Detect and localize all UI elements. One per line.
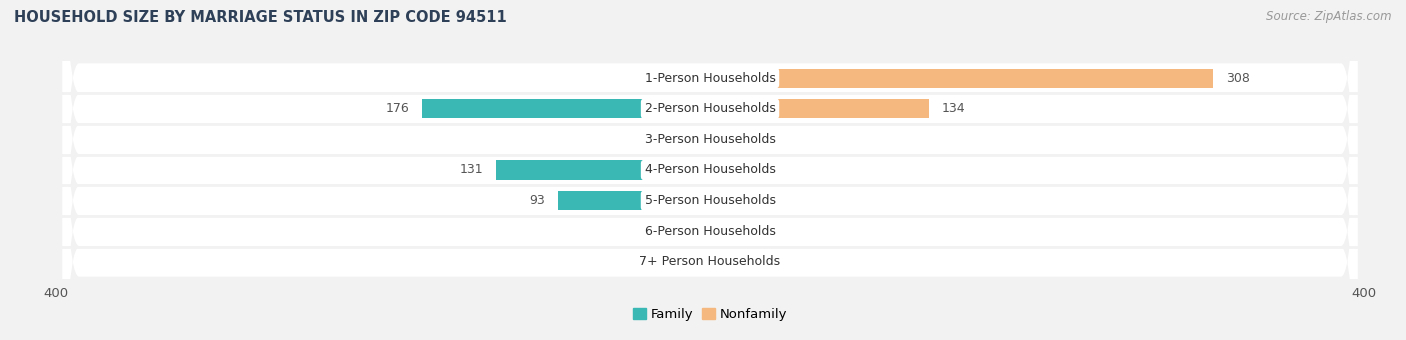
Bar (690, 69, 710, 88)
Text: 0: 0 (742, 225, 751, 238)
Bar (710, 130, 730, 149)
FancyBboxPatch shape (63, 0, 1357, 340)
Text: 5-Person Households: 5-Person Households (644, 194, 776, 207)
Text: 176: 176 (385, 102, 409, 115)
Text: 0: 0 (669, 255, 678, 269)
Text: 7+ Person Households: 7+ Person Households (640, 255, 780, 269)
Text: 0: 0 (742, 255, 751, 269)
Bar (710, 222, 730, 241)
FancyBboxPatch shape (63, 0, 1357, 340)
Text: 93: 93 (529, 194, 546, 207)
Text: 2-Person Households: 2-Person Households (644, 102, 776, 115)
Bar (710, 99, 929, 118)
Text: HOUSEHOLD SIZE BY MARRIAGE STATUS IN ZIP CODE 94511: HOUSEHOLD SIZE BY MARRIAGE STATUS IN ZIP… (14, 10, 506, 25)
Text: 308: 308 (1226, 71, 1250, 85)
Bar (422, 99, 710, 118)
FancyBboxPatch shape (63, 0, 1357, 340)
Bar (690, 222, 710, 241)
Bar (710, 69, 1213, 88)
Bar (496, 160, 710, 180)
Text: 3-Person Households: 3-Person Households (644, 133, 776, 146)
FancyBboxPatch shape (63, 0, 1357, 340)
Text: 0: 0 (742, 194, 751, 207)
Text: 134: 134 (942, 102, 966, 115)
Text: 0: 0 (742, 133, 751, 146)
Bar (710, 160, 730, 180)
Bar (690, 252, 710, 271)
Text: 0: 0 (669, 71, 678, 85)
Bar (710, 191, 730, 210)
FancyBboxPatch shape (63, 0, 1357, 340)
Text: 0: 0 (669, 225, 678, 238)
Bar (690, 130, 710, 149)
Text: 0: 0 (669, 133, 678, 146)
Text: Source: ZipAtlas.com: Source: ZipAtlas.com (1267, 10, 1392, 23)
Text: 0: 0 (742, 164, 751, 176)
Text: 4-Person Households: 4-Person Households (644, 164, 776, 176)
FancyBboxPatch shape (63, 0, 1357, 340)
Bar (558, 191, 710, 210)
FancyBboxPatch shape (63, 0, 1357, 340)
Bar (710, 252, 730, 271)
Text: 1-Person Households: 1-Person Households (644, 71, 776, 85)
Text: 6-Person Households: 6-Person Households (644, 225, 776, 238)
Legend: Family, Nonfamily: Family, Nonfamily (627, 303, 793, 326)
Text: 131: 131 (460, 164, 482, 176)
